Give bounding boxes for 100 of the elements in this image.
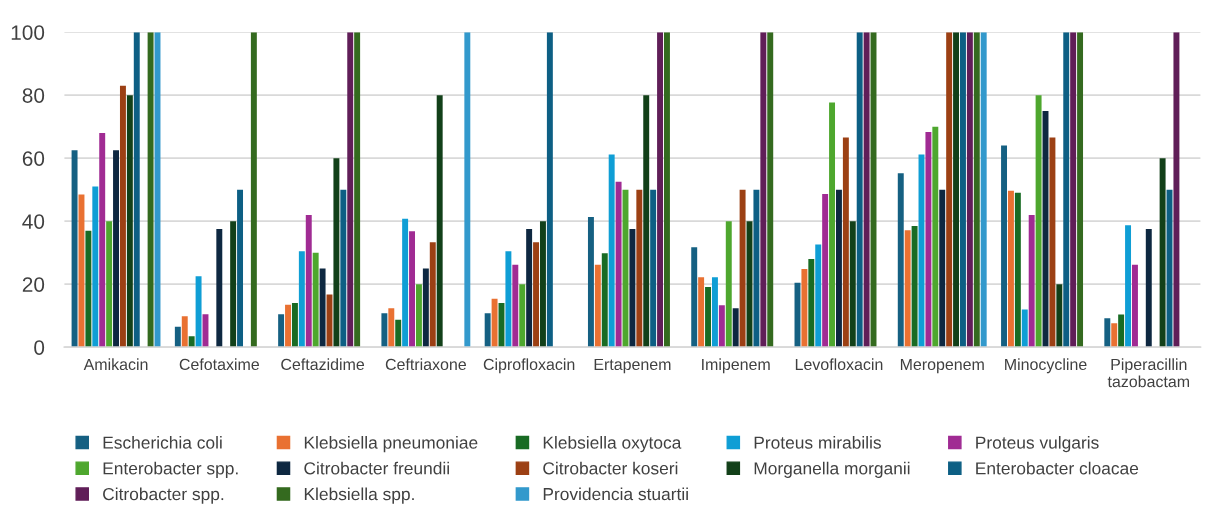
x-tick-label: Piperacillin tazobactam xyxy=(1107,358,1190,388)
x-tick-label: Ceftazidime xyxy=(281,358,365,371)
bar xyxy=(402,218,409,348)
bar xyxy=(519,284,526,348)
bar xyxy=(587,217,594,348)
bar xyxy=(388,308,395,348)
bar xyxy=(133,32,140,348)
bar xyxy=(1070,32,1077,348)
bar xyxy=(147,32,154,348)
legend-label: Citrobacter koseri xyxy=(543,461,678,475)
bar xyxy=(1063,32,1070,348)
bar xyxy=(629,229,636,348)
bar xyxy=(863,32,870,348)
bar xyxy=(1159,158,1166,348)
bar xyxy=(195,276,202,348)
bar xyxy=(842,137,849,348)
bar xyxy=(925,132,932,348)
bar xyxy=(505,251,512,348)
legend-label: Morganella morganii xyxy=(754,461,910,478)
bar xyxy=(1007,190,1014,348)
legend-label: Providencia stuartii xyxy=(543,487,688,501)
bar xyxy=(354,32,361,348)
bar xyxy=(1035,95,1042,348)
bar xyxy=(491,298,498,348)
x-tick-label: Minocycline xyxy=(1005,358,1087,374)
bar xyxy=(526,229,533,348)
bar xyxy=(312,252,319,348)
bar xyxy=(732,308,739,348)
legend-label: Escherichia coli xyxy=(103,436,222,449)
bar xyxy=(663,32,670,348)
bar xyxy=(92,186,99,348)
y-tick-label: 0 xyxy=(34,340,45,355)
bar xyxy=(298,251,305,348)
bar xyxy=(1049,137,1056,348)
legend-label: Proteus mirabilis xyxy=(754,436,881,449)
legend-label: Klebsiella oxytoca xyxy=(543,436,682,453)
bar xyxy=(85,230,92,348)
bar xyxy=(422,268,429,348)
y-tick-label: 100 xyxy=(11,25,45,40)
legend-label: Enterobacter spp. xyxy=(103,461,238,478)
x-tick-label: Amikacin xyxy=(83,358,148,371)
bar xyxy=(650,189,657,348)
bar xyxy=(705,287,712,348)
x-tick-label: Ceftriaxone xyxy=(385,358,466,371)
bar xyxy=(815,244,822,348)
y-tick-label: 60 xyxy=(22,151,45,166)
bar xyxy=(409,231,416,348)
bar xyxy=(126,95,133,348)
bar xyxy=(718,305,725,348)
bar xyxy=(594,264,601,348)
legend-label: Citrobacter freundii xyxy=(304,461,449,475)
bar xyxy=(436,95,443,348)
bar xyxy=(1145,229,1152,348)
bar xyxy=(1104,318,1111,348)
legend-label: Citrobacter spp. xyxy=(103,487,224,504)
bar xyxy=(856,32,863,348)
bar xyxy=(966,32,973,348)
bar xyxy=(636,189,643,348)
x-tick-label: Cefotaxime xyxy=(179,358,259,371)
bar xyxy=(897,173,904,348)
bar xyxy=(615,181,622,348)
bar xyxy=(546,32,553,348)
y-tick-label: 80 xyxy=(22,88,45,103)
bar xyxy=(1173,32,1180,348)
bar xyxy=(340,189,347,348)
bar xyxy=(119,85,126,348)
bar xyxy=(808,259,815,348)
bar xyxy=(1077,32,1084,348)
bar xyxy=(829,102,836,348)
bar xyxy=(188,336,195,348)
bar xyxy=(767,32,774,348)
bar xyxy=(395,319,402,348)
bar xyxy=(1028,214,1035,348)
bar xyxy=(291,303,298,348)
bar xyxy=(319,268,326,348)
bar xyxy=(904,230,911,348)
bar xyxy=(973,32,980,348)
bar xyxy=(1125,225,1132,348)
x-tick-label: Ciprofloxacin xyxy=(483,358,575,374)
bar xyxy=(181,316,188,348)
bar xyxy=(822,194,829,348)
bar xyxy=(753,189,760,348)
bar xyxy=(946,32,953,348)
x-tick-label: Levofloxacin xyxy=(795,358,883,371)
x-tick-label: Meropenem xyxy=(900,358,984,374)
bar xyxy=(939,189,946,348)
legend-label: Klebsiella pneumoniae xyxy=(304,436,478,453)
bar xyxy=(512,264,519,348)
legend-label: Proteus vulgaris xyxy=(976,436,1099,453)
bar xyxy=(643,95,650,348)
bar xyxy=(381,313,388,348)
bar xyxy=(953,32,960,348)
bar xyxy=(1131,264,1138,348)
bar xyxy=(484,313,491,348)
bar xyxy=(429,242,436,348)
bar xyxy=(760,32,767,348)
bar xyxy=(1001,145,1008,348)
bar xyxy=(1014,192,1021,348)
bar xyxy=(911,225,918,348)
bar xyxy=(835,189,842,348)
